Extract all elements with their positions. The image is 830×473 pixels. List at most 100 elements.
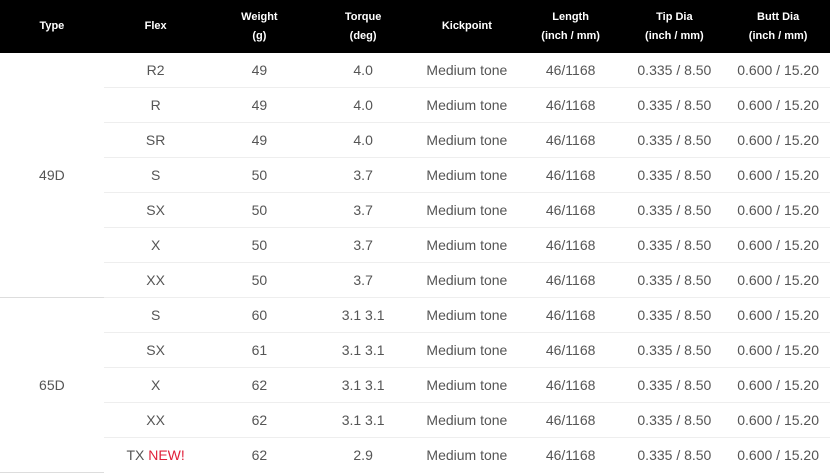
tip-cell: 0.335 / 8.50 (622, 262, 727, 298)
flex-value: X (150, 237, 161, 253)
table-row: SX 61 3.1 3.1 Medium tone 46/1168 0.335 / 8.5… (0, 332, 830, 368)
flex-cell: S (103, 157, 208, 193)
tip-cell: 0.335 / 8.50 (622, 87, 727, 123)
tip-cell: 0.335 / 8.50 (622, 122, 727, 158)
length-cell: 46/1168 (518, 367, 623, 403)
length-cell: 46/1168 (518, 157, 623, 193)
kick-cell: Medium tone (415, 367, 519, 403)
kick-cell: Medium tone (415, 192, 519, 228)
butt-cell: 0.600 / 15.20 (726, 122, 830, 158)
weight-cell: 60 (207, 297, 312, 333)
weight-cell: 62 (251, 447, 268, 463)
tip-cell: 0.335 / 8.50 (622, 332, 727, 368)
tip-cell: 0.335 / 8.50 (622, 53, 727, 88)
tip-cell: 0.335 / 8.50 (622, 157, 727, 193)
butt-cell: 0.600 / 15.20 (726, 227, 830, 263)
kick-cell: Medium tone (415, 332, 519, 368)
header-label: Tip Dia (656, 10, 693, 23)
table-row: XX 50 3.7 Medium tone 46/1168 0.335 / 8.50 0.6… (0, 262, 830, 298)
flex-cell: R (103, 87, 208, 123)
flex-cell: SX (103, 332, 208, 368)
flex-cell: X (103, 367, 208, 403)
tip-cell: 0.335 / 8.50 (622, 297, 727, 333)
header-label: Butt Dia (757, 10, 800, 23)
kick-cell: Medium tone (415, 227, 519, 263)
flex-value: X (150, 377, 161, 393)
header-label: Flex (144, 20, 167, 32)
kick-cell: Medium tone (415, 297, 519, 333)
flex-cell: SX (103, 192, 208, 228)
header-row: Type Flex Weight (g) Torque (deg) Kickpoint Len… (0, 0, 830, 53)
tip-cell: 0.335 / 8.50 (622, 227, 727, 263)
flex-value: R2 (146, 62, 165, 78)
butt-cell: 0.600 / 15.20 (726, 297, 830, 333)
kick-cell: Medium tone (415, 157, 519, 193)
kick-cell: Medium tone (415, 402, 519, 438)
length-cell: 46/1168 (518, 227, 623, 263)
butt-cell: 0.600 / 15.20 (726, 402, 830, 438)
torque-cell: 3.7 (311, 262, 415, 298)
table-row: X 50 3.7 Medium tone 46/1168 0.335 / 8.50 0.60… (0, 227, 830, 263)
flex-value: SX (146, 342, 165, 358)
kick-cell: Medium tone (415, 122, 519, 158)
column-header: Length (inch / mm) (518, 0, 623, 53)
header-label: Kickpoint (441, 20, 492, 32)
type-cell: 65D (0, 297, 104, 473)
header-unit: (deg) (349, 29, 377, 42)
torque-cell: 4.0 (311, 87, 415, 123)
length-cell: 46/1168 (518, 297, 623, 333)
length-cell: 46/1168 (518, 87, 623, 123)
weight-cell: 62 (207, 402, 312, 438)
table-row: TX NEW! 62 2.9 Medium tone 46/1168 0.335 / 8.… (0, 438, 830, 473)
tip-cell: 0.335 / 8.50 (622, 402, 727, 438)
torque-cell: 4.0 (311, 122, 415, 158)
length-cell: 46/1168 (518, 122, 623, 158)
weight-cell: 49 (207, 53, 312, 88)
weight-cell: 50 (207, 227, 312, 263)
header-label: Length (552, 10, 589, 23)
weight-cell: 49 (207, 87, 312, 123)
butt-cell: 0.600 / 15.20 (726, 53, 830, 88)
tip-cell: 0.335 / 8.50 (637, 447, 712, 463)
kick-cell: Medium tone (415, 262, 519, 298)
header-unit: (inch / mm) (645, 29, 704, 42)
flex-cell: TX NEW! (104, 438, 208, 473)
column-header: Kickpoint (415, 0, 519, 53)
flex-value: S (150, 167, 161, 183)
flex-cell: SR (103, 122, 208, 158)
butt-cell: 0.600 / 15.20 (726, 157, 830, 193)
header-label: Type (39, 20, 65, 32)
table-row: X 62 3.1 3.1 Medium tone 46/1168 0.335 / 8.50… (0, 367, 830, 403)
tip-cell: 0.335 / 8.50 (622, 192, 727, 228)
butt-cell: 0.600 / 15.20 (726, 367, 830, 403)
butt-cell: 0.600 / 15.20 (726, 332, 830, 368)
header-label: Weight (241, 10, 278, 23)
flex-cell: X (103, 227, 208, 263)
torque-cell: 4.0 (311, 53, 415, 88)
weight-cell: 61 (207, 332, 312, 368)
torque-cell: 3.1 3.1 (311, 402, 415, 438)
flex-cell: R2 (103, 53, 208, 88)
weight-cell: 50 (207, 192, 312, 228)
column-header: Flex (103, 0, 208, 53)
torque-cell: 3.1 3.1 (311, 367, 415, 403)
flex-value: XX (146, 272, 165, 288)
header-unit: (inch / mm) (541, 29, 600, 42)
flex-cell: XX (103, 262, 208, 298)
length-cell: 46/1168 (545, 447, 596, 463)
weight-cell: 50 (207, 262, 312, 298)
type-cell: 49D (0, 53, 104, 298)
flex-cell: XX (103, 402, 208, 438)
table-row: 65D S 60 3.1 3.1 Medium tone 46/1168 0.335 / 8… (0, 297, 830, 473)
table-row: XX 62 3.1 3.1 Medium tone 46/1168 0.335 / 8.5… (0, 402, 830, 438)
kick-cell: Medium tone (426, 447, 508, 463)
table-row: R 49 4.0 Medium tone 46/1168 0.335 / 8.50 0.60… (0, 87, 830, 123)
length-cell: 46/1168 (518, 332, 623, 368)
new-badge: NEW! (148, 447, 185, 463)
butt-cell: 0.600 / 15.20 (737, 447, 819, 463)
flex-value: SX (146, 202, 165, 218)
column-header: Torque (deg) (311, 0, 415, 53)
butt-cell: 0.600 / 15.20 (726, 87, 830, 123)
torque-cell: 3.7 (311, 227, 415, 263)
